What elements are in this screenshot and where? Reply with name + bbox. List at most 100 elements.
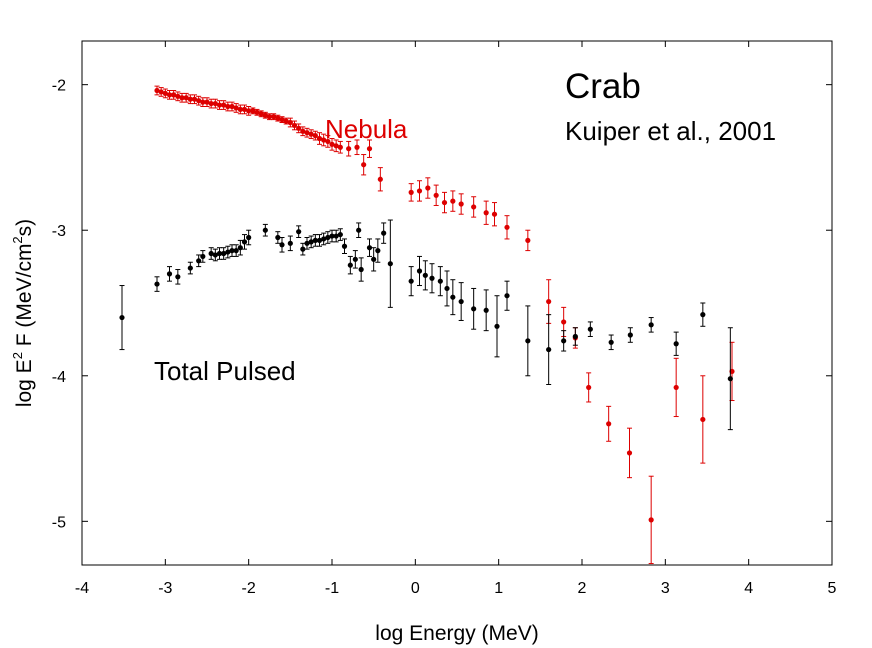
data-point [341, 243, 348, 249]
data-point [175, 274, 181, 280]
data-point [337, 231, 343, 238]
data-point [504, 293, 510, 299]
data-point [216, 102, 223, 108]
data-point [648, 517, 654, 523]
data-point [162, 90, 168, 96]
data-point [546, 346, 552, 353]
y-axis-title-part-1: log E [13, 359, 36, 407]
data-point [187, 265, 193, 271]
data-point [433, 192, 439, 198]
data-point [371, 256, 377, 262]
series-total-pulsed [119, 219, 733, 431]
data-point [179, 95, 185, 101]
data-point [300, 128, 306, 134]
data-point [471, 204, 477, 210]
data-point [250, 108, 256, 114]
x-axis-title: log Energy (MeV) [375, 622, 538, 645]
data-point [225, 249, 231, 255]
x-tick-label: -3 [158, 580, 172, 597]
data-point [546, 298, 552, 305]
data-point [166, 92, 173, 98]
data-point [587, 326, 593, 332]
data-point [450, 294, 456, 300]
data-point [648, 322, 654, 328]
data-point [329, 233, 335, 239]
annotation-nebula: Nebula [325, 114, 408, 144]
data-point [221, 102, 227, 108]
data-point [321, 137, 327, 143]
data-point [279, 117, 285, 123]
data-point [229, 103, 235, 110]
data-point [525, 338, 531, 344]
data-point [212, 252, 218, 258]
data-point [171, 92, 177, 98]
data-point [673, 384, 679, 391]
data-point [308, 239, 314, 245]
data-point [387, 261, 393, 267]
data-point [346, 146, 352, 152]
data-point [354, 144, 360, 150]
x-tick-label: 1 [494, 580, 503, 597]
x-tick-label: 4 [744, 580, 753, 597]
data-point [333, 233, 339, 239]
data-point [361, 162, 367, 168]
data-point [208, 250, 214, 257]
annotation-crab: Crab [565, 67, 641, 106]
data-point [483, 210, 489, 216]
data-point [233, 248, 239, 254]
data-point [525, 237, 531, 244]
data-point [352, 256, 358, 262]
data-point [254, 109, 260, 115]
data-point [444, 285, 450, 292]
data-point [606, 421, 612, 427]
data-point [175, 93, 181, 99]
data-point [296, 229, 302, 235]
y-axis-title: log E2 F (MeV/cm2s) [10, 219, 36, 407]
data-point [700, 312, 706, 318]
data-point [316, 135, 323, 142]
data-point [291, 122, 298, 129]
data-point [422, 272, 428, 278]
data-point [200, 253, 206, 260]
data-point [700, 416, 706, 423]
data-point [258, 111, 264, 117]
data-point [304, 240, 310, 246]
data-point [212, 100, 218, 107]
data-point [375, 248, 381, 254]
data-point [300, 246, 306, 252]
data-point [266, 114, 273, 120]
data-point [262, 112, 268, 118]
data-point [200, 99, 206, 105]
data-point [308, 131, 314, 137]
data-point [304, 130, 310, 136]
data-point [347, 262, 353, 268]
data-point [483, 307, 489, 313]
data-point [287, 240, 293, 246]
data-point [241, 106, 248, 113]
data-point [441, 199, 448, 206]
y-axis-title-sup-1: 2 [10, 352, 25, 359]
annotation-total-pulsed: Total Pulsed [154, 356, 296, 386]
data-point [229, 248, 235, 254]
data-point [504, 224, 510, 230]
data-point [196, 258, 202, 264]
data-point [237, 106, 243, 113]
data-point [366, 146, 373, 152]
plot-area-border [81, 40, 833, 566]
y-axis-title-part-3: s) [13, 219, 36, 237]
y-tick-label: -2 [52, 78, 66, 95]
data-point [437, 278, 443, 284]
data-point [208, 100, 214, 107]
data-point [287, 119, 293, 126]
data-point [119, 314, 125, 321]
data-point [408, 189, 414, 195]
data-point [471, 306, 477, 312]
data-point [586, 384, 592, 391]
data-point [673, 341, 679, 347]
data-point [154, 87, 160, 94]
data-point [491, 211, 498, 217]
data-point [626, 450, 633, 456]
data-point [561, 338, 567, 344]
data-point [381, 230, 387, 236]
data-point [727, 376, 733, 382]
